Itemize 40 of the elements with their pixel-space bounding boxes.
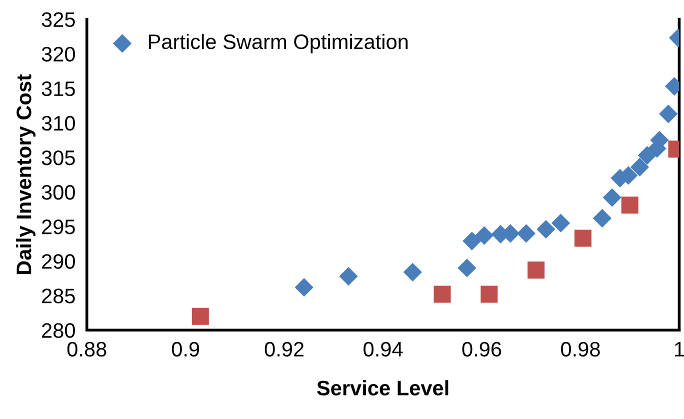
y-tick-label: 305 [42,150,75,166]
point [434,286,451,303]
x-tick-label: 0.9 [172,342,200,357]
point [480,286,498,303]
point [602,188,622,207]
point [516,224,536,243]
y-tick-label: 280 [42,323,75,338]
point [621,196,638,214]
x-tick-label: 0.94 [364,342,403,357]
point [403,262,422,282]
point [551,214,570,232]
y-axis-title: Daily Inventory Cost [16,74,36,274]
x-tick-label: 0.88 [67,342,106,357]
point [536,220,556,239]
point [592,208,612,228]
y-tick-label: 295 [42,220,75,234]
y-tick-label: 320 [42,46,75,62]
y-tick-label: 325 [42,12,75,28]
y-tick-label: 315 [42,81,75,96]
point [458,258,476,278]
point [192,308,209,325]
legend-label: Particle Swarm Optimization [148,34,408,54]
y-tick-label: 300 [42,184,75,200]
point [638,146,656,165]
point [528,262,545,279]
point [630,158,650,176]
x-tick-label: 0.96 [462,342,502,357]
y-tick-label: 310 [42,116,75,131]
point [659,104,678,124]
x-tick-label: 1 [675,342,684,356]
x-tick-label: 0.98 [561,342,600,357]
x-axis-title: Service Level [317,380,448,396]
y-tick-label: 285 [42,288,75,304]
point [462,232,482,250]
x-tick-label: 0.92 [264,342,304,357]
y-tick-label: 290 [42,254,75,269]
point [474,226,494,245]
point [339,266,358,286]
point [574,230,592,247]
point [294,278,314,297]
